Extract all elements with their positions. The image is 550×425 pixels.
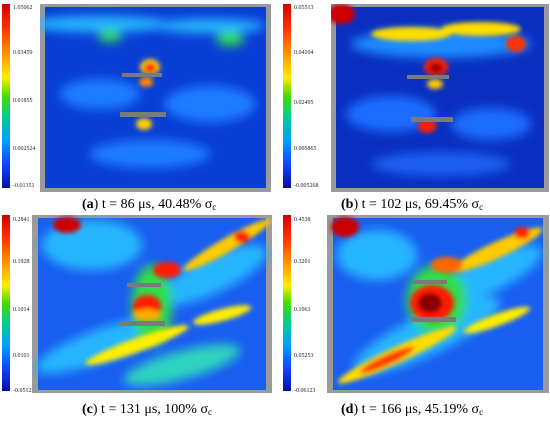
colorbar-tick: 0.04104 bbox=[294, 50, 314, 56]
colorbar-tick: -0.005268 bbox=[294, 183, 319, 189]
panel-letter: (d bbox=[341, 402, 354, 417]
colorbar-tick: 0.2841 bbox=[13, 217, 30, 223]
panel-caption: (d) t = 166 μs, 45.19% σc bbox=[341, 402, 483, 418]
colorbar bbox=[2, 4, 10, 188]
panel-caption: (a) t = 86 μs, 40.48% σc bbox=[82, 197, 216, 213]
caption-subscript: c bbox=[479, 202, 484, 212]
panel-letter-text: a bbox=[86, 197, 94, 212]
caption-text: ) t = 166 μs, 45.19% σ bbox=[353, 402, 480, 417]
colorbar-tick: 0.03459 bbox=[13, 50, 33, 56]
colorbar-tick: -0.06123 bbox=[294, 388, 316, 394]
strain-field-image bbox=[331, 4, 549, 192]
colorbar-tick: 0.1928 bbox=[13, 259, 30, 265]
panel-letter: (b bbox=[341, 197, 354, 212]
colorbar bbox=[2, 215, 10, 391]
panel-caption: (c) t = 131 μs, 100% σc bbox=[82, 402, 212, 418]
panel-letter-text: c bbox=[86, 402, 93, 417]
colorbar-tick: 0.002524 bbox=[13, 146, 36, 152]
caption-text: ) t = 102 μs, 69.45% σ bbox=[353, 197, 480, 212]
colorbar-tick: 0.1014 bbox=[13, 307, 30, 313]
colorbar-tick: 0.01855 bbox=[13, 98, 33, 104]
colorbar-tick: 0.1063 bbox=[294, 307, 311, 313]
panel-caption: (b) t = 102 μs, 69.45% σc bbox=[341, 197, 483, 213]
panel-a: 1.05062 0.03459 0.01855 0.002524 -0.0135… bbox=[2, 4, 272, 212]
caption-subscript: c bbox=[479, 407, 484, 417]
caption-subscript: c bbox=[208, 407, 213, 417]
caption-subscript: c bbox=[212, 202, 217, 212]
colorbar-tick: -0.05123 bbox=[13, 388, 35, 394]
panel-letter: (c bbox=[82, 402, 93, 417]
colorbar-tick: 0.05253 bbox=[294, 353, 314, 359]
strain-field-image bbox=[40, 4, 271, 192]
colorbar-tick: 0.02495 bbox=[294, 100, 314, 106]
colorbar-tick: 0.0101 bbox=[13, 353, 30, 359]
panel-letter-text: b bbox=[345, 197, 354, 212]
colorbar bbox=[283, 215, 291, 391]
colorbar-tick: 0.4538 bbox=[294, 217, 311, 223]
caption-text: ) t = 86 μs, 40.48% σ bbox=[93, 197, 213, 212]
colorbar-tick: 1.05062 bbox=[13, 5, 33, 11]
colorbar-tick: 0.005865 bbox=[294, 146, 317, 152]
colorbar-tick: 0.3201 bbox=[294, 259, 311, 265]
strain-field-image bbox=[32, 215, 272, 393]
panel-c: 0.2841 0.1928 0.1014 0.0101 -0.05123 bbox=[2, 215, 272, 425]
panel-letter-text: d bbox=[345, 402, 354, 417]
strain-field-image bbox=[327, 215, 549, 393]
panel-d: 0.4538 0.3201 0.1063 0.05253 -0.06123 bbox=[283, 215, 550, 425]
panel-letter: (a bbox=[82, 197, 94, 212]
colorbar-tick: 0.05513 bbox=[294, 5, 314, 11]
colorbar-tick: -0.01351 bbox=[13, 183, 35, 189]
panel-b: 0.05513 0.04104 0.02495 0.005865 -0.0052… bbox=[283, 4, 550, 212]
caption-text: ) t = 131 μs, 100% σ bbox=[92, 402, 209, 417]
colorbar bbox=[283, 4, 291, 188]
